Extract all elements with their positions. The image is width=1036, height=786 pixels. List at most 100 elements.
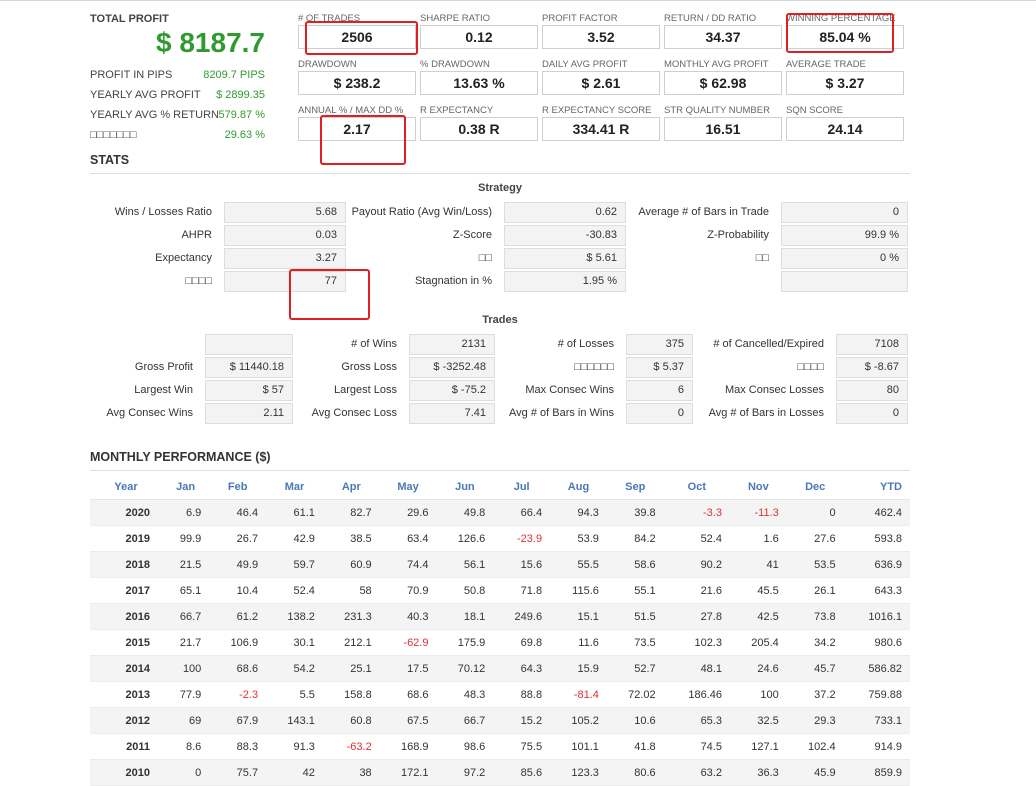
table-cell: 45.9 bbox=[786, 759, 844, 786]
table-cell: 63.2 bbox=[663, 759, 730, 786]
table-cell: 100 bbox=[729, 681, 787, 708]
table-cell: 17.5 bbox=[379, 655, 437, 682]
metric-value: 34.37 bbox=[664, 25, 782, 49]
metric-label: ANNUAL % / MAX DD % bbox=[298, 105, 404, 116]
metric-sqn-score: SQN SCORE 24.14 bbox=[786, 105, 904, 141]
table-cell: 6.9 bbox=[162, 499, 210, 526]
table-cell: 42.9 bbox=[266, 525, 323, 552]
year-cell: 2020 bbox=[90, 499, 162, 526]
table-cell: 100 bbox=[162, 655, 210, 682]
metric-label: # OF TRADES bbox=[298, 13, 361, 24]
table-cell: 52.4 bbox=[663, 525, 730, 552]
trades-value: 7.41 bbox=[409, 403, 495, 424]
highlight-box-trades bbox=[305, 21, 418, 55]
table-header-row: Year Jan Feb Mar Apr May Jun Jul Aug Sep Oct Nov Dec… bbox=[90, 474, 910, 500]
trades-value: 80 bbox=[836, 380, 908, 401]
trades-value: 7108 bbox=[836, 334, 908, 355]
year-cell: 2018 bbox=[90, 551, 162, 578]
table-cell: 205.4 bbox=[729, 629, 787, 656]
table-cell: 77.9 bbox=[162, 681, 210, 708]
summary-row-value: $ 2899.35 bbox=[216, 89, 265, 101]
highlight-box-strategy-value bbox=[289, 269, 370, 320]
table-cell: 59.7 bbox=[266, 551, 323, 578]
table-cell: 70.12 bbox=[436, 655, 494, 682]
metric-label: SHARPE RATIO bbox=[420, 13, 491, 24]
trades-label: Max Consec Losses bbox=[724, 384, 824, 396]
metric-return-dd-ratio: RETURN / DD RATIO 34.37 bbox=[664, 13, 782, 49]
trades-label: Avg Consec Loss bbox=[311, 407, 397, 419]
table-cell: 50.8 bbox=[436, 577, 494, 604]
metric-winning-percentage: WINNING PERCENTAGE 85.04 % bbox=[786, 13, 904, 49]
metric-profit-factor: PROFIT FACTOR 3.52 bbox=[542, 13, 660, 49]
strategy-value: 1.95 % bbox=[504, 271, 626, 292]
table-cell: 48.1 bbox=[663, 655, 730, 682]
trades-heading: Trades bbox=[482, 314, 518, 326]
table-cell: 42.5 bbox=[729, 603, 787, 630]
strategy-label: Expectancy bbox=[155, 252, 212, 264]
table-cell: 68.6 bbox=[379, 681, 437, 708]
table-cell: 37.2 bbox=[786, 681, 844, 708]
table-cell: 249.6 bbox=[493, 603, 551, 630]
metric-r-expectancy-score: R EXPECTANCY SCORE 334.41 R bbox=[542, 105, 660, 141]
table-cell: 48.3 bbox=[436, 681, 494, 708]
table-cell: 859.9 bbox=[843, 759, 910, 786]
table-cell: 97.2 bbox=[436, 759, 494, 786]
table-cell: 15.2 bbox=[493, 707, 551, 734]
trades-label: □□□□ bbox=[797, 361, 824, 373]
table-cell: 60.9 bbox=[322, 551, 380, 578]
table-cell: 55.1 bbox=[606, 577, 664, 604]
summary-row-value: 8209.7 PIPS bbox=[203, 69, 265, 81]
summary-row-yearly-avg-return: YEARLY AVG % RETURN 579.87 % bbox=[90, 109, 265, 121]
column-header: YTD bbox=[843, 474, 910, 500]
table-cell: 186.46 bbox=[663, 681, 730, 708]
table-cell: 15.6 bbox=[493, 551, 551, 578]
table-cell: 73.8 bbox=[786, 603, 844, 630]
trades-value: 2.11 bbox=[205, 403, 293, 424]
table-cell: 65.3 bbox=[663, 707, 730, 734]
table-cell: 53.5 bbox=[786, 551, 844, 578]
table-cell: 105.2 bbox=[550, 707, 607, 734]
table-cell: 26.7 bbox=[209, 525, 267, 552]
strategy-value: 0 bbox=[781, 202, 908, 223]
table-cell: 102.4 bbox=[786, 733, 844, 760]
strategy-label: Payout Ratio (Avg Win/Loss) bbox=[351, 206, 492, 218]
table-row: 2011 8.6 88.3 91.3 -63.2 168.9 98.6 75.5 101.1 41… bbox=[90, 733, 910, 760]
table-cell: 52.4 bbox=[266, 577, 323, 604]
total-profit-value: $ 8187.7 bbox=[156, 27, 265, 58]
table-cell: 94.3 bbox=[550, 499, 607, 526]
table-cell: 58.6 bbox=[606, 551, 664, 578]
table-cell: 55.5 bbox=[550, 551, 607, 578]
stats-heading: STATS bbox=[90, 153, 130, 167]
metric-label: STR QUALITY NUMBER bbox=[664, 105, 770, 116]
summary-row-label: YEARLY AVG PROFIT bbox=[90, 89, 201, 101]
strategy-heading: Strategy bbox=[477, 182, 523, 194]
table-cell: 69 bbox=[162, 707, 210, 734]
metric-value: 13.63 % bbox=[420, 71, 538, 95]
table-cell: 68.6 bbox=[209, 655, 267, 682]
stats-divider bbox=[90, 173, 910, 174]
column-header: Apr bbox=[322, 474, 380, 500]
trades-value: $ 57 bbox=[205, 380, 293, 401]
table-cell: 15.9 bbox=[550, 655, 607, 682]
total-profit-label: TOTAL PROFIT bbox=[90, 13, 169, 25]
table-row: 2017 65.1 10.4 52.4 58 70.9 50.8 71.8 115.6 55.1 2… bbox=[90, 577, 910, 604]
table-cell: 70.9 bbox=[379, 577, 437, 604]
metric-drawdown: DRAWDOWN $ 238.2 bbox=[298, 59, 416, 95]
table-cell: 80.6 bbox=[606, 759, 664, 786]
table-cell: 126.6 bbox=[436, 525, 494, 552]
table-row: 2014 100 68.6 54.2 25.1 17.5 70.12 64.3 15.9 52.7… bbox=[90, 655, 910, 682]
trades-label: Avg Consec Wins bbox=[106, 407, 193, 419]
table-cell: 106.9 bbox=[209, 629, 267, 656]
table-cell: 158.8 bbox=[322, 681, 380, 708]
year-cell: 2010 bbox=[90, 759, 162, 786]
table-cell: 30.1 bbox=[266, 629, 323, 656]
monthly-performance-heading: MONTHLY PERFORMANCE ($) bbox=[90, 450, 271, 464]
table-row: 2019 99.9 26.7 42.9 38.5 63.4 126.6 -23.9 53.9 84… bbox=[90, 525, 910, 552]
table-row: 2013 77.9 -2.3 5.5 158.8 68.6 48.3 88.8 -81.4 72.… bbox=[90, 681, 910, 708]
trades-value: $ 5.37 bbox=[626, 357, 693, 378]
metric-value: $ 238.2 bbox=[298, 71, 416, 95]
column-header: Year bbox=[90, 474, 162, 500]
table-cell: 21.5 bbox=[162, 551, 210, 578]
highlight-box-annual bbox=[320, 115, 406, 165]
table-cell: 102.3 bbox=[663, 629, 730, 656]
